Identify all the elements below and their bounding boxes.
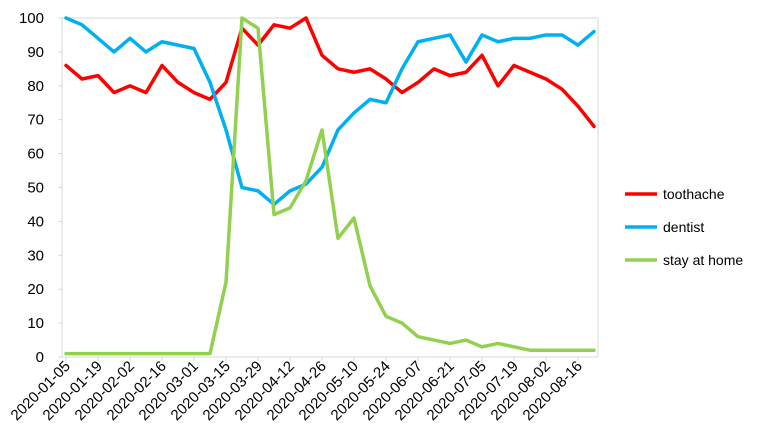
series-line-dentist	[64, 16, 596, 207]
y-tick-label: 50	[27, 180, 44, 197]
y-tick-label: 0	[36, 349, 44, 366]
y-tick-label: 20	[27, 281, 44, 298]
y-tick-label: 100	[19, 10, 44, 27]
y-tick-label: 80	[27, 78, 44, 95]
series-line-stay-at-home	[64, 16, 596, 356]
legend: toothache dentist stay at home	[625, 186, 743, 268]
y-tick-label: 70	[27, 112, 44, 129]
legend-label-stay-at-home: stay at home	[663, 252, 743, 268]
series-lines	[64, 16, 596, 356]
legend-label-toothache: toothache	[663, 186, 725, 202]
y-tick-label: 30	[27, 247, 44, 264]
y-tick-label: 40	[27, 213, 44, 230]
legend-label-dentist: dentist	[663, 219, 704, 235]
y-tick-label: 90	[27, 44, 44, 61]
y-axis: 0 10 20 30 40 50 60 70 80 90 100	[19, 10, 62, 366]
series-line-toothache	[64, 16, 596, 129]
x-axis: 2020-01-052020-01-192020-02-022020-02-16…	[8, 357, 586, 424]
y-tick-label: 60	[27, 146, 44, 163]
y-tick-label: 10	[27, 315, 44, 332]
